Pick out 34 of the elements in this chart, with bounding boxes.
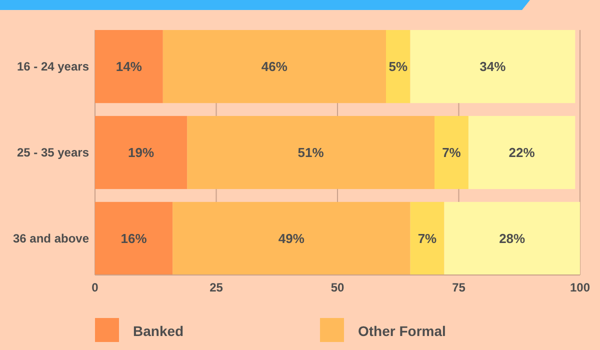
legend-label: Other Formal (358, 323, 446, 339)
bar (187, 116, 434, 190)
data-label: 7% (418, 231, 438, 246)
data-label: 19% (128, 145, 155, 160)
y-tick-label: 16 - 24 years (16, 59, 90, 74)
x-tick-label: 50 (330, 280, 344, 295)
data-label: 28% (499, 231, 526, 246)
bar (410, 202, 444, 275)
bar (468, 116, 576, 190)
x-tick-label: 100 (570, 280, 590, 295)
y-tick-label: 36 and above (12, 231, 90, 246)
bar (162, 30, 386, 104)
bar (434, 116, 468, 190)
bar (444, 202, 580, 275)
bar (95, 202, 173, 275)
bar (386, 30, 410, 104)
data-label: 22% (508, 145, 536, 160)
data-label: 34% (480, 59, 506, 74)
x-tick-label: 0 (92, 280, 99, 295)
y-tick-label: 25 - 35 years (16, 145, 90, 160)
x-tick-label: 25 (210, 280, 224, 295)
bar (95, 30, 163, 104)
data-label: 51% (298, 145, 324, 160)
data-label: 5% (388, 59, 408, 74)
data-label: 49% (278, 231, 305, 246)
x-tick-label: 75 (452, 280, 466, 295)
bar (172, 202, 410, 275)
legend-label: Banked (133, 323, 184, 339)
bar (410, 30, 576, 104)
data-label: 16% (120, 231, 148, 246)
data-label: 46% (261, 59, 288, 74)
bar (95, 116, 188, 190)
data-label: 14% (116, 59, 142, 74)
data-label: 7% (442, 145, 462, 160)
